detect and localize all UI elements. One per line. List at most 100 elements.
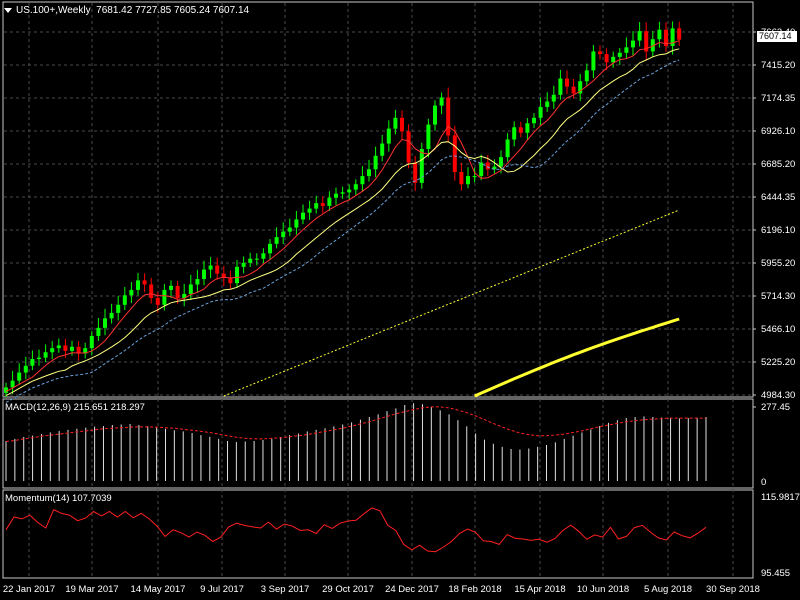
candle-body xyxy=(413,162,418,183)
candle-body xyxy=(241,262,246,267)
symbol-dropdown-icon[interactable] xyxy=(4,8,12,13)
candle-body xyxy=(518,127,523,133)
candle-body xyxy=(386,128,391,144)
candle-body xyxy=(149,284,154,299)
candle-body xyxy=(367,169,371,177)
candle-body xyxy=(307,208,312,213)
candle-body xyxy=(670,28,675,47)
candle-body xyxy=(439,97,444,106)
x-tick-label: 29 Oct 2017 xyxy=(322,584,374,595)
ma-slow-line xyxy=(5,59,680,403)
candle-body xyxy=(532,117,536,124)
candle-body xyxy=(611,56,616,63)
y-tick-label: 6685.20 xyxy=(761,159,795,170)
candle-body xyxy=(545,101,550,107)
y-tick-label: 5225.20 xyxy=(761,357,795,368)
x-tick-label: 15 Apr 2018 xyxy=(514,584,565,595)
candle-body xyxy=(83,348,88,354)
candle-body xyxy=(254,258,259,260)
candle-body xyxy=(637,31,642,41)
ma-long-dotted-line xyxy=(223,209,680,397)
candle-body xyxy=(650,39,655,52)
x-tick-label: 5 Aug 2018 xyxy=(644,584,692,595)
candle-body xyxy=(499,157,503,167)
y-tick-label: 5955.20 xyxy=(761,258,795,269)
candle-body xyxy=(162,289,167,305)
candle-body xyxy=(182,293,187,299)
y-tick-label: 7174.35 xyxy=(761,93,795,104)
candle-body xyxy=(195,279,200,285)
candle-body xyxy=(380,143,385,156)
macd-panel-frame xyxy=(2,398,754,489)
x-tick-label: 22 Jan 2017 xyxy=(3,584,55,595)
candle-body xyxy=(446,97,451,136)
candle-body xyxy=(538,106,543,118)
candle-body xyxy=(400,117,404,132)
candle-body xyxy=(452,135,457,173)
candle-body xyxy=(248,258,253,263)
momentum-title: Momentum(14) 107.7039 xyxy=(5,493,112,504)
candle-body xyxy=(287,227,292,232)
macd-signal-line xyxy=(5,406,706,442)
candle-body xyxy=(96,327,101,336)
main-panel-frame xyxy=(2,1,754,398)
x-tick-label: 3 Sep 2017 xyxy=(261,584,310,595)
candle-body xyxy=(109,312,114,319)
y-tick-label: 4984.30 xyxy=(761,390,795,401)
candle-body xyxy=(202,269,206,280)
candle-body xyxy=(393,117,398,129)
candle-body xyxy=(598,51,602,55)
candle-body xyxy=(459,172,464,185)
candle-body xyxy=(334,193,338,198)
candle-body xyxy=(406,131,411,163)
x-tick-label: 14 May 2017 xyxy=(131,584,186,595)
y-tick-label: 6196.10 xyxy=(761,225,795,236)
candle-body xyxy=(142,280,147,285)
y-tick-label: 5714.30 xyxy=(761,291,795,302)
macd-y-tick-label: 0 xyxy=(761,477,766,488)
candle-body xyxy=(314,203,319,209)
y-tick-label: 6444.35 xyxy=(761,192,795,203)
momentum-line xyxy=(5,507,707,553)
x-tick-label: 9 Jul 2017 xyxy=(200,584,244,595)
candle-body xyxy=(433,105,437,125)
candle-body xyxy=(657,29,662,40)
ma-mid-line xyxy=(5,48,680,397)
x-tick-label: 30 Sep 2018 xyxy=(706,584,760,595)
candle-body xyxy=(558,78,563,95)
last-price-marker: 7607.14 xyxy=(757,31,797,42)
candle-body xyxy=(426,124,431,149)
candle-body xyxy=(63,345,68,351)
candle-body xyxy=(340,192,345,194)
y-tick-label: 5466.10 xyxy=(761,324,795,335)
candle-body xyxy=(327,197,332,206)
candle-body xyxy=(677,28,682,40)
candle-body xyxy=(103,318,107,328)
chart-title: US.100+,Weekly 7681.42 7727.85 7605.24 7… xyxy=(16,5,250,16)
candle-body xyxy=(617,52,622,57)
candle-body xyxy=(10,380,15,388)
candle-body xyxy=(294,219,299,228)
candle-body xyxy=(664,29,668,47)
candle-body xyxy=(644,31,649,52)
candle-body xyxy=(301,212,305,220)
candle-body xyxy=(129,289,134,296)
candle-body xyxy=(505,139,510,158)
candle-body xyxy=(116,304,121,313)
candle-body xyxy=(70,346,74,351)
candle-body xyxy=(525,123,530,133)
candle-body xyxy=(215,265,220,274)
candle-body xyxy=(591,51,596,71)
candle-body xyxy=(4,387,8,393)
candle-body xyxy=(50,348,55,353)
candle-body xyxy=(479,162,484,177)
candle-body xyxy=(466,176,470,185)
candle-body xyxy=(419,148,424,183)
y-tick-label: 6926.10 xyxy=(761,126,795,137)
candle-body xyxy=(17,372,22,381)
macd-title: MACD(12,26,9) 215.651 218.297 xyxy=(5,402,145,413)
candle-body xyxy=(353,184,358,190)
candle-body xyxy=(43,352,48,358)
x-tick-label: 24 Dec 2017 xyxy=(385,584,439,595)
